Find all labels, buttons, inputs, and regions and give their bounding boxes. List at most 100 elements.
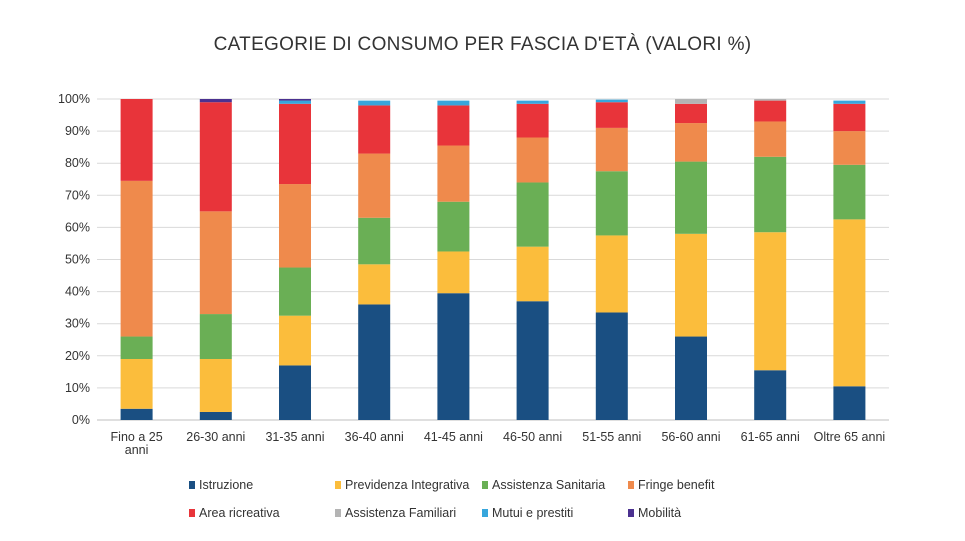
bar-segment (833, 386, 866, 420)
bar-segment (754, 232, 787, 371)
x-category-label: 31-35 anni (265, 430, 324, 444)
legend-label: Mobilità (638, 506, 681, 520)
bar-segment (437, 293, 470, 420)
bar-segment (754, 156, 787, 233)
bar-segment (595, 312, 628, 420)
bar-segment (437, 100, 470, 106)
legend-swatch (482, 509, 488, 517)
bar-segment (833, 131, 866, 165)
bar-segment (754, 121, 787, 157)
bar-segment (516, 100, 549, 104)
bar-segment (675, 161, 707, 234)
bar-segment (279, 315, 311, 366)
bars (120, 99, 866, 420)
bar-segment (120, 180, 153, 337)
bar-segment (279, 365, 311, 420)
bar-segment (279, 103, 311, 185)
bar-segment (120, 99, 153, 181)
bar-segment (437, 105, 470, 146)
x-category-label: 46-50 anni (503, 430, 562, 444)
x-category-label: 41-45 anni (424, 430, 483, 444)
bar-segment (437, 251, 470, 294)
bar-segment (675, 99, 707, 104)
bar-segment (675, 336, 707, 420)
bar-segment (833, 100, 866, 104)
y-tick-label: 100% (58, 92, 90, 106)
bar-segment (754, 99, 787, 101)
bar-segment (516, 246, 549, 302)
bar-segment (754, 100, 787, 122)
bar-segment (199, 102, 232, 212)
bar-segment (358, 217, 391, 265)
bar-segment (675, 123, 707, 162)
y-tick-label: 70% (65, 188, 90, 202)
x-category-label: anni (125, 443, 149, 457)
bar-segment (358, 105, 391, 154)
legend-label: Previdenza Integrativa (345, 478, 469, 492)
bar-segment (516, 182, 549, 247)
x-category-label: 61-65 anni (741, 430, 800, 444)
legend-label: Area ricreativa (199, 506, 280, 520)
legend-swatch (335, 481, 341, 489)
legend-swatch (628, 509, 634, 517)
y-tick-label: 20% (65, 349, 90, 363)
bar-segment (754, 370, 787, 420)
bar-segment (675, 103, 707, 124)
bar-segment (199, 314, 232, 360)
x-category-label: 56-60 anni (661, 430, 720, 444)
y-tick-label: 10% (65, 381, 90, 395)
bar-segment (358, 304, 391, 420)
bar-segment (437, 201, 470, 252)
legend-swatch (482, 481, 488, 489)
bar-segment (279, 267, 311, 316)
x-category-label: 26-30 anni (186, 430, 245, 444)
y-tick-label: 0% (72, 413, 90, 427)
y-tick-label: 30% (65, 317, 90, 331)
bar-segment (358, 153, 391, 218)
bar-segment (595, 171, 628, 236)
bar-segment (358, 100, 391, 106)
y-tick-label: 80% (65, 156, 90, 170)
bar-segment (279, 100, 311, 104)
bar-segment (833, 219, 866, 387)
legend: Istruzione Previdenza Integrativa Assisten… (189, 478, 715, 520)
legend-label: Fringe benefit (638, 478, 715, 492)
legend-label: Assistenza Sanitaria (492, 478, 605, 492)
bar-segment (120, 408, 153, 420)
bar-segment (595, 235, 628, 313)
y-axis-ticks: 0% 10% 20% 30% 40% 50% 60% 70% 80% 90% 100% (58, 92, 90, 427)
x-category-label: Fino a 25 (111, 430, 163, 444)
x-category-label: Oltre 65 anni (814, 430, 886, 444)
bar-segment (516, 301, 549, 420)
bar-segment (516, 103, 549, 138)
x-category-label: 51-55 anni (582, 430, 641, 444)
bar-segment (120, 359, 153, 409)
bar-segment (199, 99, 232, 103)
legend-swatch (189, 509, 195, 517)
bar-segment (833, 103, 866, 132)
bar-segment (516, 137, 549, 183)
y-tick-label: 90% (65, 124, 90, 138)
bar-segment (437, 145, 470, 202)
legend-swatch (335, 509, 341, 517)
bar-segment (675, 233, 707, 337)
bar-segment (595, 99, 628, 103)
legend-label: Mutui e prestiti (492, 506, 573, 520)
bar-segment (833, 164, 866, 220)
y-tick-label: 60% (65, 220, 90, 234)
x-category-label: 36-40 anni (345, 430, 404, 444)
bar-segment (595, 102, 628, 128)
bar-segment (358, 264, 391, 305)
legend-label: Istruzione (199, 478, 253, 492)
legend-label: Assistenza Familiari (345, 506, 456, 520)
bar-segment (279, 184, 311, 268)
bar-segment (120, 336, 153, 360)
legend-swatch (189, 481, 195, 489)
bar-segment (199, 359, 232, 412)
bar-segment (199, 411, 232, 420)
bar-segment (595, 127, 628, 172)
legend-swatch (628, 481, 634, 489)
bar-segment (279, 99, 311, 101)
